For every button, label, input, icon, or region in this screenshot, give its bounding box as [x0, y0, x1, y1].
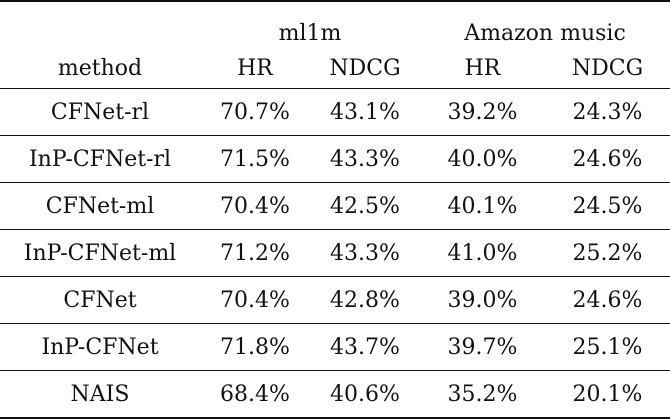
value-cell: 24.5%: [545, 182, 670, 230]
value-cell: 40.1%: [420, 182, 545, 230]
value-cell: 71.2%: [200, 229, 310, 277]
value-cell: 70.4%: [200, 182, 310, 230]
method-cell: CFNet-ml: [0, 182, 200, 230]
value-cell: 42.8%: [310, 276, 420, 324]
method-cell: InP-CFNet-ml: [0, 229, 200, 277]
group-header-amazon-music: Amazon music: [420, 0, 670, 48]
table-body: CFNet-rl 70.7% 43.1% 39.2% 24.3% InP-CFN…: [0, 88, 670, 419]
table-row: CFNet 70.4% 42.8% 39.0% 24.6%: [0, 276, 670, 324]
value-cell: 41.0%: [420, 229, 545, 277]
table-row: NAIS 68.4% 40.6% 35.2% 20.1%: [0, 370, 670, 419]
method-cell: CFNet-rl: [0, 88, 200, 136]
value-cell: 70.4%: [200, 276, 310, 324]
header-empty-cell: [0, 0, 200, 48]
method-cell: NAIS: [0, 370, 200, 419]
value-cell: 43.7%: [310, 323, 420, 371]
value-cell: 42.5%: [310, 182, 420, 230]
value-cell: 35.2%: [420, 370, 545, 419]
table-row: CFNet-ml 70.4% 42.5% 40.1% 24.5%: [0, 182, 670, 230]
header-row-groups: ml1m Amazon music: [0, 0, 670, 48]
value-cell: 68.4%: [200, 370, 310, 419]
header-row-metrics: method HR NDCG HR NDCG: [0, 48, 670, 89]
method-cell: CFNet: [0, 276, 200, 324]
value-cell: 40.6%: [310, 370, 420, 419]
group-header-ml1m: ml1m: [200, 0, 420, 48]
value-cell: 25.2%: [545, 229, 670, 277]
column-header-amazon-ndcg: NDCG: [571, 55, 644, 81]
value-cell: 20.1%: [545, 370, 670, 419]
value-cell: 39.7%: [420, 323, 545, 371]
value-cell: 71.8%: [200, 323, 310, 371]
value-cell: 39.2%: [420, 88, 545, 136]
value-cell: 43.3%: [310, 135, 420, 183]
table-row: InP-CFNet-ml 71.2% 43.3% 41.0% 25.2%: [0, 229, 670, 277]
column-header-ml1m-ndcg: NDCG: [329, 55, 401, 81]
table-row: InP-CFNet 71.8% 43.7% 39.7% 25.1%: [0, 323, 670, 371]
value-cell: 71.5%: [200, 135, 310, 183]
value-cell: 40.0%: [420, 135, 545, 183]
method-cell: InP-CFNet: [0, 323, 200, 371]
table-row: CFNet-rl 70.7% 43.1% 39.2% 24.3%: [0, 88, 670, 136]
table-row: InP-CFNet-rl 71.5% 43.3% 40.0% 24.6%: [0, 135, 670, 183]
value-cell: 24.6%: [545, 276, 670, 324]
method-cell: InP-CFNet-rl: [0, 135, 200, 183]
value-cell: 24.6%: [545, 135, 670, 183]
value-cell: 43.3%: [310, 229, 420, 277]
column-header-method: method: [57, 55, 143, 81]
column-header-amazon-hr: HR: [464, 55, 501, 81]
column-header-ml1m-hr: HR: [237, 55, 273, 81]
value-cell: 25.1%: [545, 323, 670, 371]
value-cell: 24.3%: [545, 88, 670, 136]
value-cell: 70.7%: [200, 88, 310, 136]
value-cell: 39.0%: [420, 276, 545, 324]
value-cell: 43.1%: [310, 88, 420, 136]
